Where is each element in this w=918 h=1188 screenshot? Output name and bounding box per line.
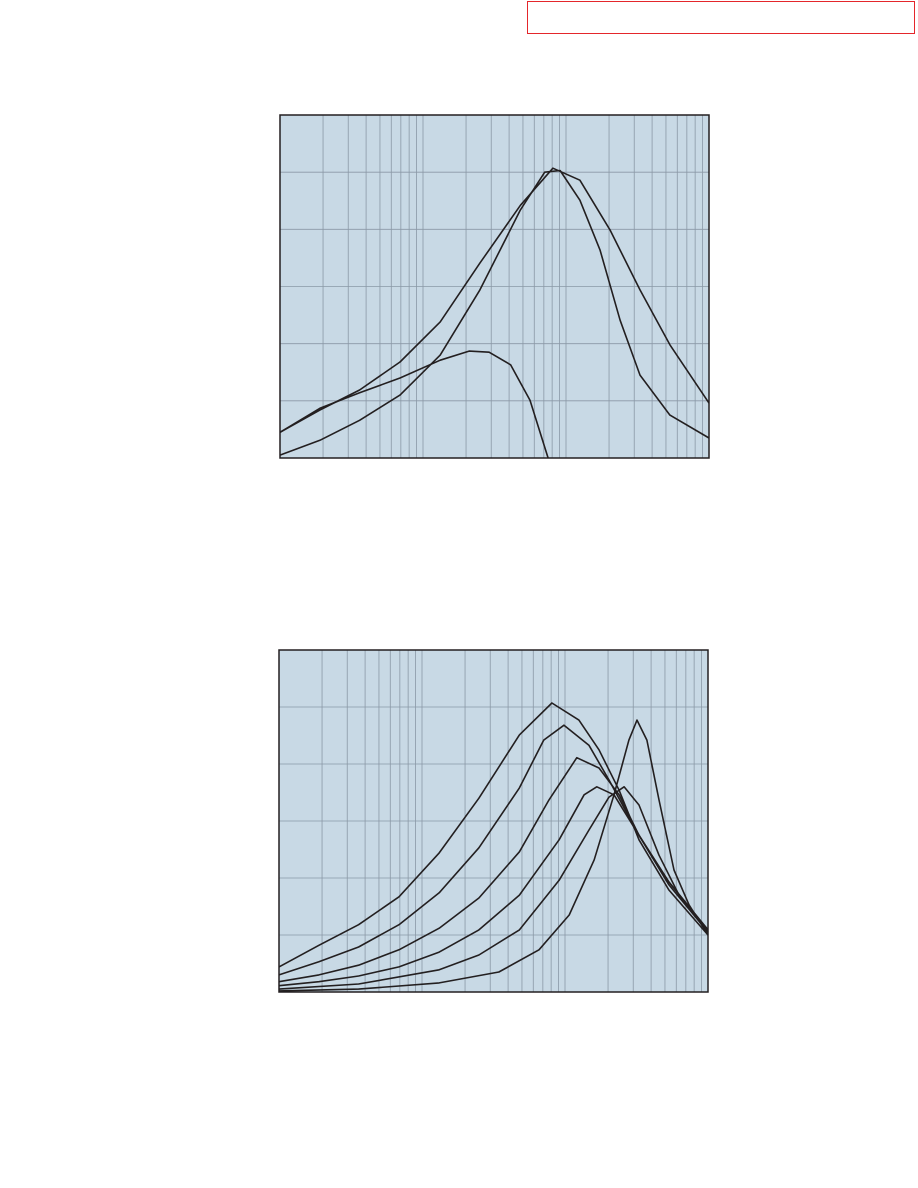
curve (279, 169, 710, 456)
curve (278, 719, 709, 992)
chart (278, 649, 709, 993)
curve (279, 167, 710, 433)
stamp-box (527, 1, 915, 34)
curve (278, 786, 709, 990)
chart (279, 114, 710, 459)
curve (278, 702, 709, 968)
curve (279, 350, 549, 459)
plot-frame (279, 114, 710, 459)
curve (278, 786, 709, 987)
plot-frame (278, 649, 709, 993)
